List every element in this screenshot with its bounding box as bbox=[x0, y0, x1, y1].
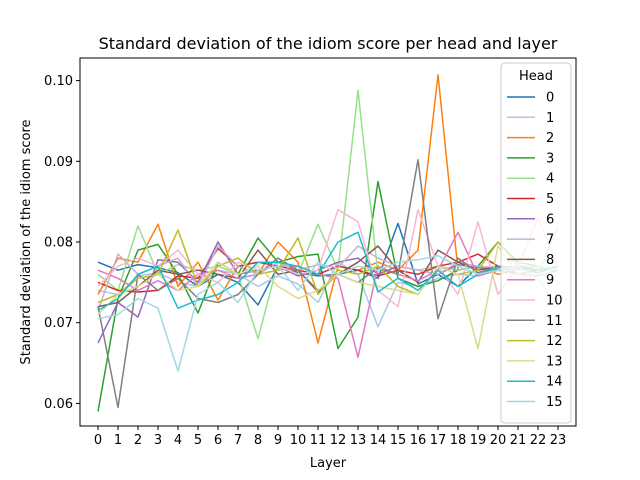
series-line-head-15 bbox=[97, 254, 559, 372]
x-tick-label: 9 bbox=[274, 433, 282, 448]
y-tick-label: 0.09 bbox=[44, 155, 73, 170]
y-tick-label: 0.10 bbox=[44, 74, 73, 89]
legend-label-head-14: 14 bbox=[546, 375, 563, 390]
x-tick-label: 3 bbox=[154, 433, 162, 448]
legend-label-head-7: 7 bbox=[546, 233, 554, 248]
legend-label-head-2: 2 bbox=[546, 131, 554, 146]
legend-label-head-10: 10 bbox=[546, 294, 563, 309]
legend-label-head-4: 4 bbox=[546, 172, 554, 187]
legend-label-head-0: 0 bbox=[546, 91, 554, 106]
legend-label-head-6: 6 bbox=[546, 212, 554, 227]
series-line-head-3 bbox=[97, 180, 559, 412]
x-tick-label: 22 bbox=[530, 433, 547, 448]
x-tick-label: 10 bbox=[290, 433, 307, 448]
x-tick-label: 23 bbox=[550, 433, 567, 448]
legend-label-head-15: 15 bbox=[546, 395, 563, 410]
x-tick-label: 8 bbox=[254, 433, 262, 448]
legend-title: Head bbox=[519, 69, 553, 84]
x-tick-label: 2 bbox=[134, 433, 142, 448]
x-tick-label: 16 bbox=[410, 433, 427, 448]
legend-label-head-12: 12 bbox=[546, 334, 563, 349]
legend-label-head-1: 1 bbox=[546, 111, 554, 126]
y-axis: 0.06 0.07 0.08 0.09 0.10 bbox=[44, 74, 80, 412]
legend-label-head-11: 11 bbox=[546, 314, 563, 329]
series-line-head-13 bbox=[97, 245, 559, 350]
legend-box bbox=[500, 62, 572, 424]
x-tick-label: 4 bbox=[174, 433, 182, 448]
x-tick-label: 12 bbox=[330, 433, 347, 448]
x-tick-label: 7 bbox=[234, 433, 242, 448]
legend-label-head-13: 13 bbox=[546, 354, 563, 369]
legend-label-head-8: 8 bbox=[546, 253, 554, 268]
series-line-head-10 bbox=[97, 208, 559, 308]
x-tick-label: 13 bbox=[350, 433, 367, 448]
y-tick-label: 0.07 bbox=[44, 316, 73, 331]
y-tick-label: 0.08 bbox=[44, 236, 73, 251]
x-tick-label: 18 bbox=[450, 433, 467, 448]
x-tick-label: 1 bbox=[114, 433, 122, 448]
x-axis: 0 1 2 3 4 5 6 7 8 9 10 11 12 13 14 15 16 17 18 19 20 21 22 23 bbox=[94, 426, 566, 448]
legend-label-head-5: 5 bbox=[546, 192, 554, 207]
x-tick-label: 5 bbox=[194, 433, 202, 448]
y-tick-label: 0.06 bbox=[44, 397, 73, 412]
x-axis-title: Layer bbox=[310, 456, 347, 471]
series-line-head-9 bbox=[97, 231, 559, 359]
x-tick-label: 17 bbox=[430, 433, 447, 448]
series-line-head-5 bbox=[97, 247, 559, 293]
chart-title: Standard deviation of the idiom score pe… bbox=[99, 34, 558, 53]
y-axis-title: Standard deviation of the idiom score bbox=[19, 119, 34, 364]
x-tick-label: 14 bbox=[370, 433, 387, 448]
x-tick-label: 6 bbox=[214, 433, 222, 448]
x-tick-label: 11 bbox=[310, 433, 327, 448]
x-tick-label: 0 bbox=[94, 433, 102, 448]
legend-label-head-3: 3 bbox=[546, 151, 554, 166]
x-tick-label: 19 bbox=[470, 433, 487, 448]
x-tick-label: 21 bbox=[510, 433, 527, 448]
plot-lines bbox=[97, 74, 559, 412]
x-tick-label: 15 bbox=[390, 433, 407, 448]
legend-label-head-9: 9 bbox=[546, 273, 554, 288]
x-tick-label: 20 bbox=[490, 433, 507, 448]
